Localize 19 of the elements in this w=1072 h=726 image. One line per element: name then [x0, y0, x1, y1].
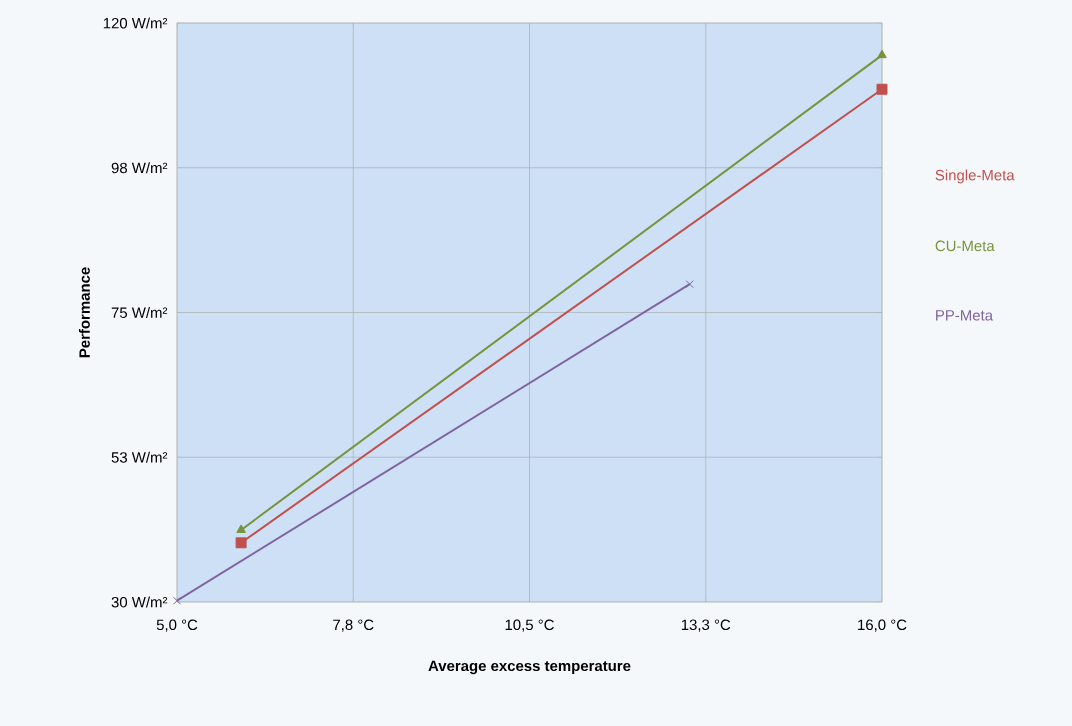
y-tick-label: 30 W/m²: [111, 596, 168, 608]
x-tick-label: 7,8 °C: [333, 619, 374, 632]
y-tick-label: 98 W/m²: [111, 162, 168, 174]
y-tick-label: 120 W/m²: [103, 17, 168, 29]
x-tick-label: 16,0 °C: [858, 619, 907, 632]
y-axis-title: Performance: [78, 267, 90, 358]
text: CU-Meta: [935, 240, 995, 252]
point: [172, 596, 182, 605]
point: [685, 280, 694, 289]
x-tick-label: 10,5 °C: [505, 619, 554, 632]
point: [235, 537, 247, 549]
y-tick-label: 75 W/m²: [111, 307, 168, 318]
text: PP-Meta: [936, 310, 994, 321]
text: Single-Meta: [935, 169, 1015, 184]
x-tick-label: 13,3 °C: [681, 619, 731, 632]
x-axis-title: Average excess temperature: [428, 660, 631, 675]
y-tick-label: 53 W/m²: [111, 451, 168, 463]
point: [876, 83, 888, 95]
x-tick-label: 5,0 °C: [156, 619, 198, 632]
